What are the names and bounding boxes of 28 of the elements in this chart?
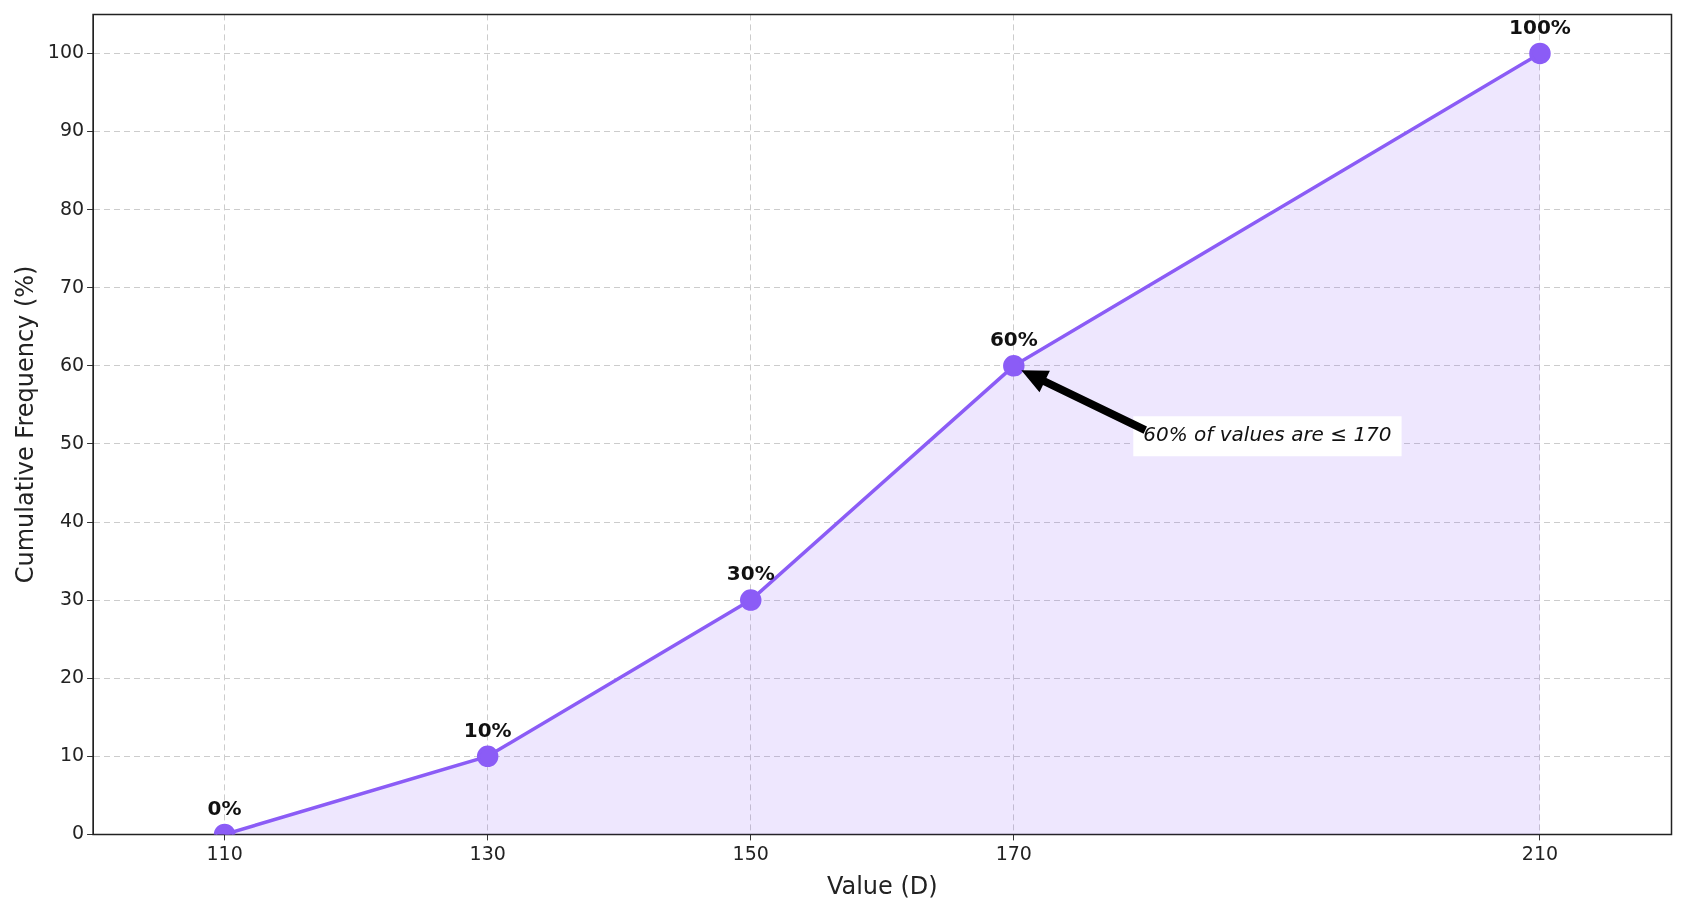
y-tick-label: 0: [71, 821, 85, 844]
y-tick-label: 70: [59, 274, 85, 297]
x-tick-label: 150: [732, 841, 769, 864]
y-tick-label: 80: [59, 196, 85, 219]
y-tick-label: 40: [59, 508, 85, 531]
data-label: 0%: [207, 795, 242, 820]
x-tick-label: 170: [995, 841, 1032, 864]
x-tick-label: 110: [206, 841, 243, 864]
y-tick-label: 10: [59, 743, 85, 766]
annotation: 60% of values are ≤ 170: [1143, 422, 1392, 447]
x-axis-title: Value (D): [826, 871, 938, 900]
point: [740, 589, 762, 611]
point: [1529, 42, 1551, 65]
y-tick-label: 50: [59, 430, 85, 453]
data-label: 60%: [989, 327, 1038, 352]
data-label: 30%: [726, 561, 775, 586]
y-tick-label: 20: [59, 665, 85, 688]
point: [476, 745, 499, 768]
y-axis-title: Cumulative Frequency (%): [10, 265, 39, 584]
x-tick-label: 130: [469, 841, 506, 864]
data-label: 10%: [463, 717, 512, 742]
data-label: 100%: [1509, 14, 1571, 39]
x-tick-label: 210: [1521, 841, 1559, 864]
y-tick-label: 30: [59, 587, 85, 610]
y-tick-label: 100: [47, 40, 85, 63]
y-tick-label: 60: [59, 352, 85, 375]
y-tick-label: 90: [59, 118, 85, 141]
point: [1003, 355, 1025, 377]
